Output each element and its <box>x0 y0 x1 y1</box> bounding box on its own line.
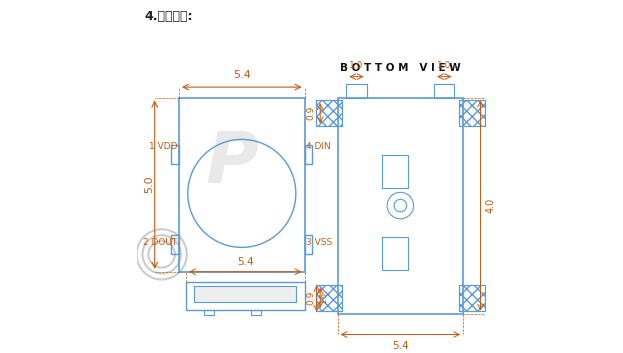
Bar <box>179 97 305 272</box>
Bar <box>305 145 312 164</box>
Text: 0.9: 0.9 <box>306 106 315 120</box>
Text: 1.0: 1.0 <box>437 61 452 70</box>
Bar <box>459 100 485 126</box>
Text: 4.0: 4.0 <box>486 198 496 213</box>
Bar <box>459 285 485 311</box>
Text: 1.0: 1.0 <box>350 61 364 70</box>
Bar <box>459 100 485 126</box>
Bar <box>316 285 342 311</box>
Text: 2 DOUT: 2 DOUT <box>143 238 178 247</box>
Bar <box>171 235 179 255</box>
Bar <box>316 100 342 126</box>
Text: 0.9: 0.9 <box>306 291 315 305</box>
Bar <box>194 286 297 302</box>
Bar <box>316 100 342 126</box>
Bar <box>459 285 485 311</box>
Bar <box>338 97 463 313</box>
Bar <box>316 285 342 311</box>
Text: 5.4: 5.4 <box>233 70 250 80</box>
Text: 4 DIN: 4 DIN <box>307 142 331 151</box>
Text: 5.0: 5.0 <box>145 176 155 193</box>
Text: B O T T O M   V I E W: B O T T O M V I E W <box>340 63 461 73</box>
Text: P: P <box>205 129 259 198</box>
Text: 5.4: 5.4 <box>237 257 254 267</box>
Bar <box>434 84 454 97</box>
Bar <box>204 310 214 315</box>
Text: 1 VDD: 1 VDD <box>149 142 178 151</box>
Bar <box>381 237 407 270</box>
Text: 5.4: 5.4 <box>392 341 409 352</box>
Text: 1.6: 1.6 <box>320 292 328 304</box>
Bar <box>251 310 261 315</box>
Bar <box>171 145 179 164</box>
Text: 3 VSS: 3 VSS <box>307 238 333 247</box>
Bar <box>381 155 407 188</box>
Bar <box>186 282 305 310</box>
Text: 4.机械尺寸:: 4.机械尺寸: <box>145 11 193 23</box>
Bar <box>305 235 312 255</box>
Bar <box>346 84 366 97</box>
